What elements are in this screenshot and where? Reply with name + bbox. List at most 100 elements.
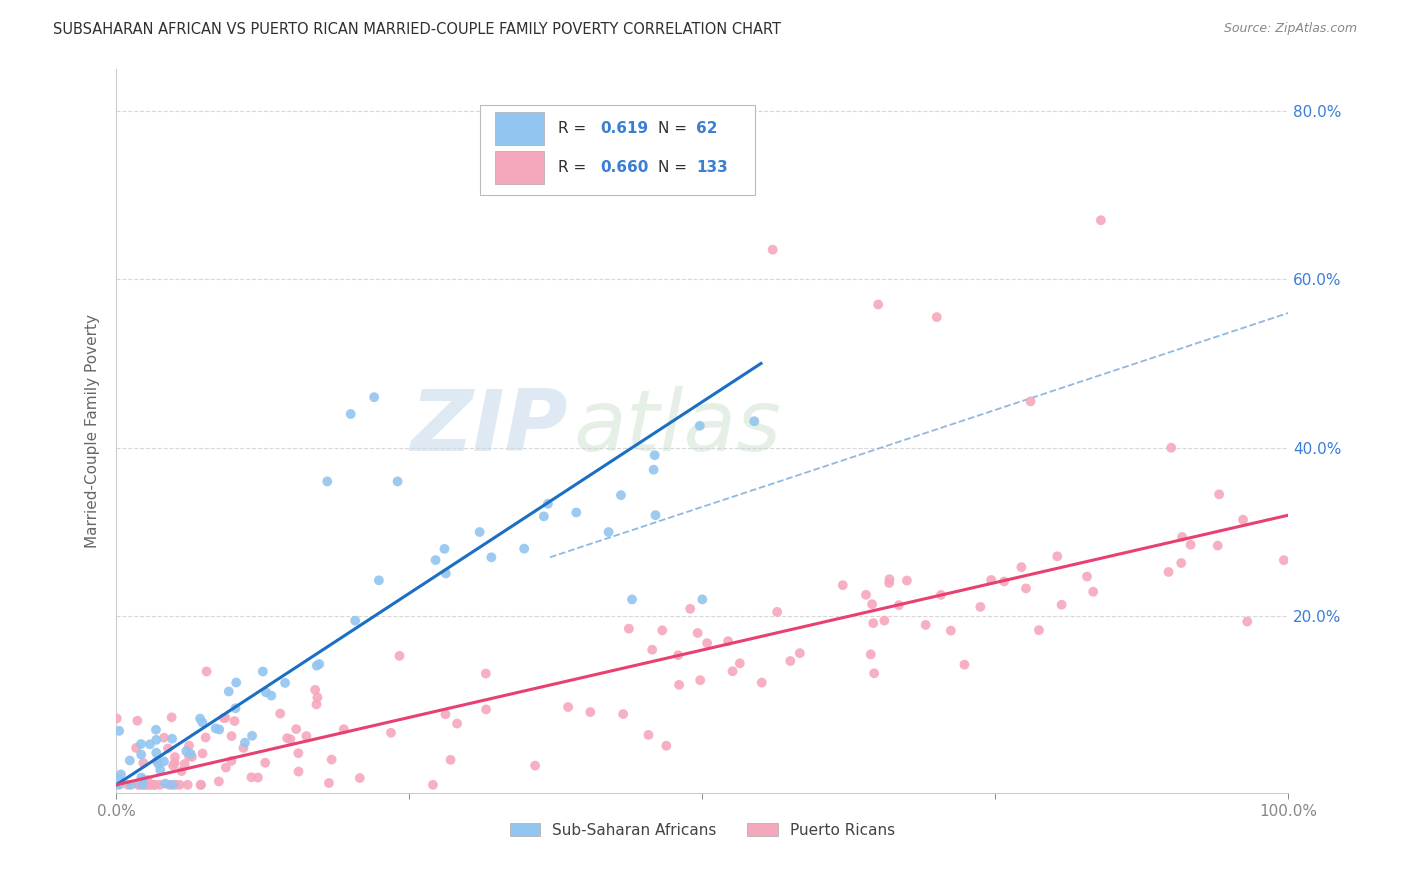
Point — [160, 710, 183, 724]
Point — [233, 736, 256, 750]
Point — [610, 488, 633, 502]
Point — [129, 737, 152, 751]
Point — [146, 754, 169, 768]
Point — [163, 750, 186, 764]
Point — [969, 599, 991, 614]
Point — [157, 778, 180, 792]
Text: R =: R = — [558, 121, 586, 136]
Point — [689, 418, 711, 433]
Point — [863, 666, 886, 681]
Point — [557, 700, 579, 714]
Legend: Sub-Saharan Africans, Puerto Ricans: Sub-Saharan Africans, Puerto Ricans — [503, 817, 901, 844]
Point — [425, 553, 447, 567]
Point — [304, 682, 326, 697]
Point — [269, 706, 291, 721]
Point — [1076, 569, 1098, 583]
Point — [579, 705, 602, 719]
Point — [285, 722, 308, 736]
Point — [1171, 530, 1194, 544]
Text: 0.660: 0.660 — [600, 161, 648, 176]
Point — [862, 616, 884, 631]
Point — [180, 747, 202, 761]
Point — [128, 778, 150, 792]
Point — [513, 541, 536, 556]
Point — [434, 566, 457, 581]
Point — [287, 764, 309, 779]
Point — [388, 648, 411, 663]
Point — [1083, 584, 1105, 599]
Point — [160, 731, 183, 746]
Text: ZIP: ZIP — [411, 385, 568, 469]
Point — [929, 588, 952, 602]
Point — [136, 772, 159, 787]
Point — [644, 448, 666, 462]
Point — [333, 723, 356, 737]
Point — [641, 642, 664, 657]
Point — [254, 756, 277, 770]
Point — [132, 756, 155, 770]
Point — [125, 741, 148, 756]
Point — [117, 778, 139, 792]
Point — [873, 614, 896, 628]
Point — [246, 771, 269, 785]
Point — [139, 778, 162, 792]
Text: Source: ZipAtlas.com: Source: ZipAtlas.com — [1223, 22, 1357, 36]
Point — [170, 764, 193, 778]
Point — [287, 746, 309, 760]
Point — [896, 574, 918, 588]
Point — [118, 754, 141, 768]
Point — [191, 747, 214, 761]
Point — [537, 497, 560, 511]
Point — [321, 752, 343, 766]
Point — [308, 657, 330, 671]
Point — [468, 524, 491, 539]
Point — [190, 778, 212, 792]
Point — [155, 776, 177, 790]
Point — [475, 702, 498, 716]
Point — [1090, 213, 1112, 227]
Point — [134, 778, 156, 792]
Point — [221, 754, 243, 768]
Point — [1160, 441, 1182, 455]
Text: N =: N = — [658, 121, 686, 136]
Point — [533, 509, 555, 524]
Point — [221, 729, 243, 743]
Point — [980, 573, 1002, 587]
Point — [380, 725, 402, 739]
Point — [617, 622, 640, 636]
Point — [655, 739, 678, 753]
Point — [1236, 615, 1258, 629]
Point — [108, 723, 131, 738]
Point — [153, 731, 176, 745]
Point — [143, 778, 166, 792]
Point — [422, 778, 444, 792]
Point — [1050, 598, 1073, 612]
Point — [260, 689, 283, 703]
Point — [174, 744, 197, 758]
Point — [868, 297, 890, 311]
Point — [762, 243, 785, 257]
Text: atlas: atlas — [574, 385, 782, 469]
FancyBboxPatch shape — [495, 112, 544, 145]
Point — [276, 731, 298, 746]
Point — [1232, 513, 1254, 527]
Point — [105, 778, 128, 792]
Point — [240, 729, 263, 743]
Point — [131, 778, 153, 792]
Point — [637, 728, 659, 742]
Point — [145, 746, 167, 760]
Point — [728, 657, 751, 671]
Point — [644, 508, 666, 523]
Point — [225, 701, 247, 715]
Point — [305, 658, 328, 673]
Text: 62: 62 — [696, 121, 718, 136]
Point — [181, 750, 204, 764]
Point — [215, 760, 238, 774]
Point — [643, 463, 665, 477]
Point — [621, 592, 644, 607]
Point — [779, 654, 801, 668]
Y-axis label: Married-Couple Family Poverty: Married-Couple Family Poverty — [86, 314, 100, 548]
Point — [208, 723, 231, 737]
Point — [689, 673, 711, 688]
Point — [142, 778, 165, 792]
